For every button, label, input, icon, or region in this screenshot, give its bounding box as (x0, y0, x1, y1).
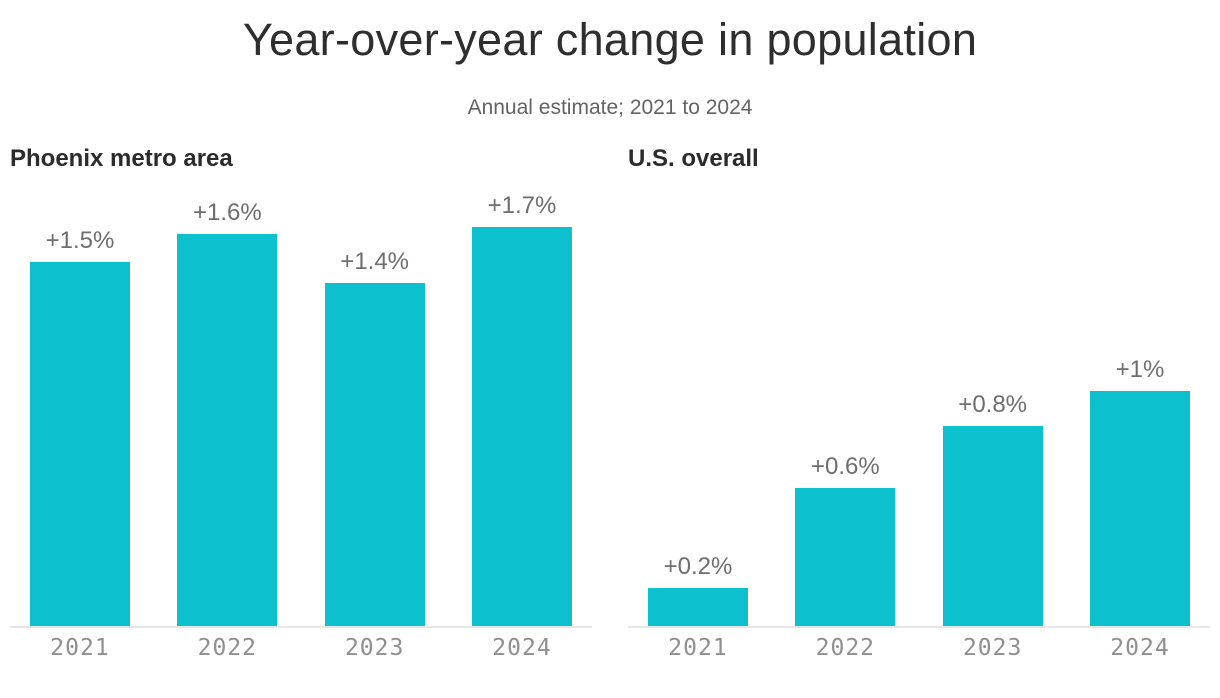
chart-phoenix-metro: Phoenix metro area +1.5% +1.6% +1.4% +1.7% … (10, 145, 592, 661)
x-axis: 2021 2022 2023 2024 (628, 635, 1210, 661)
charts-container: Phoenix metro area +1.5% +1.6% +1.4% +1.7% … (0, 145, 1220, 661)
x-axis-tick-label: 2024 (492, 635, 552, 661)
bar-group: +0.8% (942, 391, 1043, 626)
bar-value-label: +1.4% (340, 248, 410, 275)
bar-value-label: +1% (1115, 356, 1165, 383)
x-axis: 2021 2022 2023 2024 (10, 635, 592, 661)
bar (30, 262, 130, 626)
x-axis-tick-label: 2023 (962, 635, 1023, 661)
page-title: Year-over-year change in population (242, 14, 978, 65)
chart-us-overall: U.S. overall +0.2% +0.6% +0.8% +1% 2021 2022… (628, 145, 1210, 661)
bar-group: +1.4% (324, 248, 425, 626)
bar-group: +1.5% (30, 228, 130, 626)
x-axis-tick-label: 2023 (344, 635, 405, 661)
bar-value-label: +1.6% (192, 199, 262, 226)
bar (1089, 391, 1190, 626)
bar-group: +1% (1089, 356, 1190, 626)
bar-group: +0.6% (795, 453, 896, 626)
chart-title: Phoenix metro area (10, 145, 233, 172)
bar-value-label: +1.5% (45, 227, 115, 254)
x-axis-tick-label: 2024 (1110, 635, 1170, 661)
bar-group: +0.2% (648, 554, 748, 626)
bar-group: +1.7% (471, 192, 572, 626)
bar (177, 234, 278, 626)
bar-value-label: +0.8% (958, 391, 1028, 418)
plot-area: +1.5% +1.6% +1.4% +1.7% (10, 173, 592, 628)
plot-area: +0.2% +0.6% +0.8% +1% (628, 173, 1210, 628)
bar (942, 426, 1043, 626)
chart-title: U.S. overall (628, 145, 759, 172)
bar-value-label: +0.6% (810, 453, 880, 480)
page-subtitle: Annual estimate; 2021 to 2024 (467, 96, 753, 119)
bar (795, 488, 896, 626)
x-axis-tick-label: 2022 (197, 635, 258, 661)
bar-value-label: +0.2% (663, 553, 733, 580)
x-axis-tick-label: 2021 (50, 635, 110, 661)
bar (324, 283, 425, 626)
bar-value-label: +1.7% (487, 192, 557, 219)
bar (471, 227, 572, 626)
x-axis-tick-label: 2021 (668, 635, 728, 661)
bar (648, 588, 748, 626)
bar-group: +1.6% (177, 199, 278, 626)
x-axis-tick-label: 2022 (815, 635, 876, 661)
